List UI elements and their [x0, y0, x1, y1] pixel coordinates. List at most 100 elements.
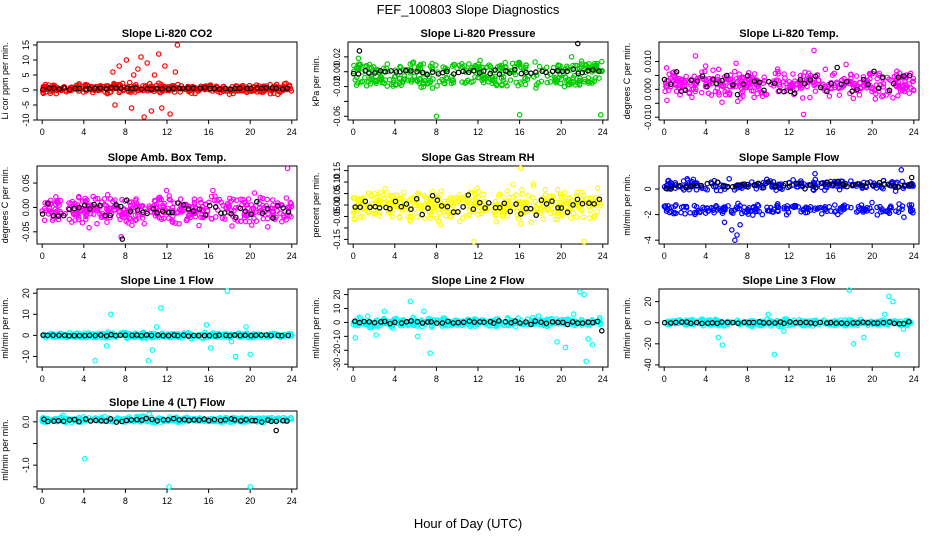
data-point — [858, 202, 865, 208]
data-point — [211, 197, 218, 204]
data-point-hourly — [117, 332, 124, 339]
data-point-hourly — [83, 86, 89, 92]
data-point — [437, 210, 443, 216]
data-point-hourly — [667, 81, 674, 88]
data-point-hourly — [667, 320, 674, 326]
y-tick-label: -30 — [332, 358, 342, 371]
data-point — [277, 210, 283, 216]
data-point — [493, 219, 500, 225]
data-point — [355, 55, 362, 62]
data-point-hourly — [138, 86, 145, 93]
data-point — [441, 198, 447, 205]
y-tick-label: 0.05 — [21, 174, 31, 192]
data-point — [751, 94, 757, 101]
data-point-hourly — [155, 332, 161, 338]
data-point — [529, 195, 536, 201]
x-tick-label: 0 — [351, 251, 356, 261]
data-point-hourly — [682, 184, 689, 190]
data-point — [581, 238, 587, 245]
data-point — [184, 216, 190, 222]
data-point — [155, 51, 162, 57]
data-point-hourly — [232, 332, 238, 338]
data-point — [373, 210, 380, 216]
x-tick-label: 24 — [598, 127, 608, 137]
chart-panel: Slope Amb. Box Temp.degrees C per min. -0… — [0, 152, 298, 261]
data-point — [126, 215, 133, 221]
data-point — [585, 80, 592, 86]
plot-frame — [36, 288, 298, 368]
data-point — [559, 316, 566, 323]
data-point — [499, 209, 506, 216]
panel-title: Slope Line 2 Flow — [432, 275, 525, 287]
data-point-hourly — [170, 85, 177, 92]
data-point — [170, 83, 177, 89]
data-point — [720, 83, 727, 90]
data-point — [578, 206, 585, 213]
data-point — [702, 68, 708, 75]
x-tick-label: 16 — [515, 251, 525, 261]
data-point-hourly — [113, 419, 120, 425]
data-point-hourly — [907, 181, 914, 188]
data-point-hourly — [439, 320, 446, 326]
data-point-hourly — [392, 198, 399, 205]
data-point — [708, 92, 715, 98]
data-point — [811, 82, 817, 89]
data-point-hourly — [481, 319, 487, 326]
data-point — [392, 82, 399, 88]
data-point — [536, 63, 543, 70]
data-point-hourly — [538, 197, 545, 203]
data-point-hourly — [750, 319, 757, 326]
data-point — [60, 412, 66, 419]
data-point-hourly — [817, 319, 824, 326]
data-point — [82, 455, 88, 462]
data-point-hourly — [755, 180, 762, 187]
data-point — [435, 218, 442, 224]
data-point-hourly — [425, 205, 431, 211]
data-point-hourly — [221, 210, 228, 216]
data-point — [540, 216, 547, 222]
data-point — [365, 209, 372, 215]
data-point-hourly — [687, 183, 694, 190]
data-point-hourly — [445, 318, 451, 325]
data-point-hourly — [71, 205, 78, 212]
data-point-hourly — [744, 72, 751, 79]
data-point-hourly — [891, 320, 898, 327]
data-point — [682, 211, 688, 217]
data-point — [900, 326, 907, 332]
data-point — [253, 82, 260, 88]
data-point — [790, 177, 796, 183]
data-point — [890, 298, 896, 305]
data-point-hourly — [735, 320, 741, 327]
data-point-hourly — [429, 69, 436, 75]
y-tick-label: -2 — [643, 211, 653, 219]
data-point — [269, 197, 276, 203]
data-point-hourly — [397, 69, 403, 75]
data-point — [596, 75, 602, 82]
y-tick-label: -0.010 — [643, 104, 653, 130]
y-tick-label: -4 — [643, 236, 653, 244]
data-point — [500, 74, 507, 80]
data-point — [907, 207, 914, 214]
x-tick-label: 12 — [473, 251, 483, 261]
data-point — [374, 194, 380, 201]
data-point — [513, 192, 519, 198]
data-point — [123, 218, 130, 225]
data-point — [585, 336, 592, 342]
data-point — [533, 82, 540, 88]
data-point — [91, 211, 97, 217]
data-point-hourly — [466, 318, 473, 325]
data-point — [530, 180, 537, 187]
data-point — [160, 202, 166, 209]
data-point-hourly — [523, 319, 529, 325]
data-point — [693, 80, 700, 87]
data-point — [363, 62, 370, 69]
data-point-hourly — [71, 332, 78, 339]
y-axis-label: ml/min per min. — [311, 297, 321, 359]
data-point-hourly — [171, 332, 177, 338]
data-point — [875, 72, 882, 79]
data-point-hourly — [206, 417, 212, 424]
data-point-hourly — [766, 319, 772, 326]
data-point — [745, 70, 752, 76]
